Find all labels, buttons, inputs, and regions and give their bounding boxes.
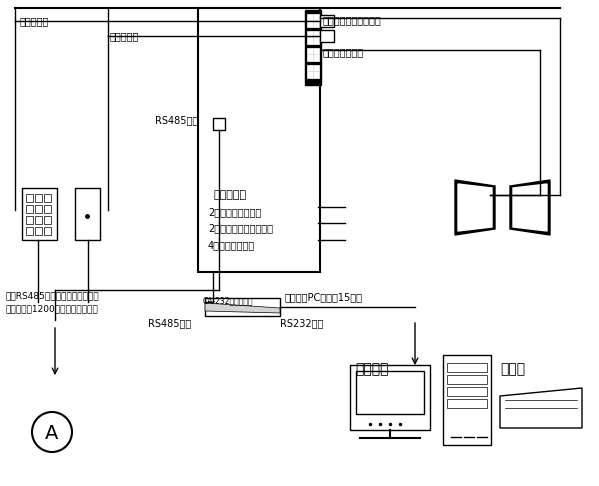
Bar [443, 355, 491, 445]
Polygon shape [205, 303, 280, 313]
Bar [35, 227, 42, 235]
Text: RS485接口: RS485接口 [148, 318, 191, 328]
Bar [307, 31, 319, 44]
Bar [205, 298, 280, 316]
Text: 2组门出门请求输入端子: 2组门出门请求输入端子 [208, 223, 273, 233]
Bar [350, 365, 430, 430]
Text: 中心主机: 中心主机 [355, 362, 389, 376]
Text: 相连（最长1200米网络通讯距离）: 相连（最长1200米网络通讯距离） [5, 304, 98, 313]
Bar [447, 387, 487, 396]
Polygon shape [455, 180, 495, 235]
Bar [198, 8, 320, 272]
Bar [26, 216, 33, 224]
Text: 直接连接PC（最长15米）: 直接连接PC（最长15米） [285, 292, 363, 302]
Bar [35, 194, 42, 202]
Bar [320, 15, 334, 27]
Bar [35, 216, 42, 224]
Bar [305, 10, 321, 85]
Polygon shape [510, 180, 550, 235]
Bar [75, 188, 100, 240]
Bar [22, 188, 57, 240]
Bar [447, 363, 487, 372]
Bar [307, 65, 319, 78]
Polygon shape [458, 184, 492, 231]
Text: 2组门状态输入端子: 2组门状态输入端子 [208, 207, 261, 217]
Bar [26, 205, 33, 213]
Text: 门禁控制器: 门禁控制器 [213, 190, 246, 200]
Text: CA-232通讯转换器: CA-232通讯转换器 [203, 296, 253, 305]
Bar [44, 227, 51, 235]
Bar [35, 205, 42, 213]
Text: RS485接口: RS485接口 [155, 115, 198, 125]
Text: 门一读卡器: 门一读卡器 [20, 16, 49, 26]
Text: RS232接口: RS232接口 [280, 318, 323, 328]
Bar [44, 205, 51, 213]
Bar [447, 399, 487, 408]
Bar [26, 194, 33, 202]
Text: 打印机: 打印机 [500, 362, 525, 376]
Bar [213, 118, 225, 130]
Text: 4组扩展输入端子: 4组扩展输入端子 [208, 240, 255, 250]
Text: 门二读卡器: 门二读卡器 [110, 31, 140, 41]
Polygon shape [513, 184, 547, 231]
Text: 通过RS485屏蔽线与其它控制网络: 通过RS485屏蔽线与其它控制网络 [5, 291, 99, 300]
Bar [320, 30, 334, 42]
Bar [307, 14, 319, 27]
Bar [307, 48, 319, 61]
Polygon shape [500, 388, 582, 428]
Bar [356, 371, 424, 414]
Bar [447, 375, 487, 384]
Text: A: A [46, 424, 59, 443]
Text: 辅助继电器输出: 辅助继电器输出 [323, 47, 364, 57]
Bar [44, 216, 51, 224]
Text: 门一、门二继电器输出: 门一、门二继电器输出 [323, 15, 382, 25]
Bar [44, 194, 51, 202]
Bar [26, 227, 33, 235]
